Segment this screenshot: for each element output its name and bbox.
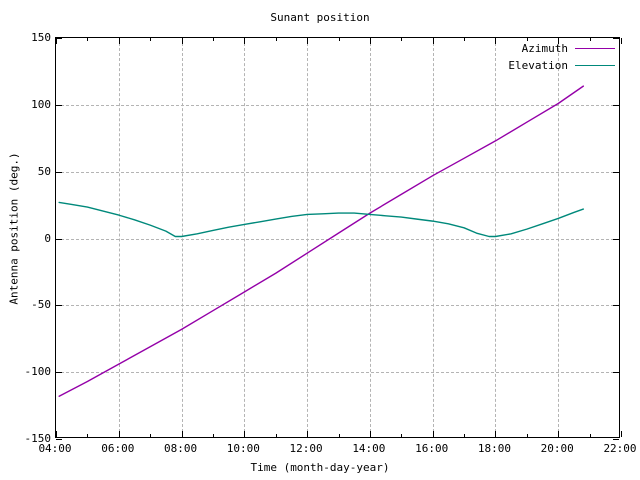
x-tick-mark-top — [558, 38, 560, 44]
gridline-vertical — [432, 38, 434, 437]
x-tick-minor-top — [150, 38, 152, 41]
y-tick-label: 50 — [37, 164, 51, 178]
legend-color-swatch — [575, 64, 615, 66]
x-tick-label: 10:00 — [226, 442, 260, 455]
series-line-elevation — [58, 201, 585, 238]
gridline-horizontal — [56, 171, 619, 173]
x-tick-mark-top — [307, 38, 309, 44]
x-tick-minor — [526, 434, 528, 437]
gridline-vertical — [495, 38, 497, 437]
x-tick-mark-top — [495, 38, 497, 44]
x-tick-label: 20:00 — [540, 442, 574, 455]
x-tick-mark-top — [369, 38, 371, 44]
y-tick-mark-right — [613, 171, 619, 173]
x-tick-mark-top — [118, 38, 120, 44]
chart-legend: Azimuth Elevation — [430, 40, 615, 74]
y-tick-mark — [56, 104, 62, 106]
x-tick-mark — [244, 431, 246, 437]
y-tick-label: -50 — [31, 298, 51, 312]
y-tick-label: 0 — [44, 231, 51, 245]
gridline-vertical — [244, 38, 246, 437]
gridline-horizontal — [56, 372, 619, 374]
gridline-horizontal — [56, 305, 619, 307]
x-tick-mark-top — [56, 38, 57, 44]
y-tick-mark-right — [613, 372, 619, 374]
x-tick-minor-top — [464, 38, 466, 41]
legend-entry-elevation[interactable]: Elevation — [508, 57, 615, 73]
y-tick-mark-right — [613, 38, 619, 39]
x-tick-mark — [495, 431, 497, 437]
x-tick-minor-top — [212, 38, 214, 41]
x-tick-minor-top — [401, 38, 403, 41]
x-tick-mark — [181, 431, 183, 437]
x-tick-mark-top — [432, 38, 434, 44]
y-tick-mark — [56, 439, 62, 440]
x-tick-mark — [558, 431, 560, 437]
y-tick-label: 100 — [31, 97, 51, 111]
y-tick-mark — [56, 372, 62, 374]
x-tick-mark-top — [181, 38, 183, 44]
x-tick-label: 12:00 — [289, 442, 323, 455]
x-tick-label: 16:00 — [415, 442, 449, 455]
y-tick-mark-right — [613, 439, 619, 440]
x-tick-mark — [621, 431, 622, 437]
x-tick-minor-top — [275, 38, 277, 41]
chart-title: Sunant position — [270, 11, 370, 24]
x-tick-label: 18:00 — [477, 442, 511, 455]
gridline-vertical — [118, 38, 120, 437]
x-tick-minor-top — [526, 38, 528, 41]
x-tick-label: 22:00 — [603, 442, 637, 455]
series-line-azimuth — [58, 85, 585, 397]
y-tick-mark-right — [613, 104, 619, 106]
y-tick-mark-right — [613, 238, 619, 240]
x-tick-minor-top — [338, 38, 340, 41]
gridline-horizontal — [56, 104, 619, 106]
legend-label: Elevation — [508, 58, 568, 72]
x-tick-minor — [338, 434, 340, 437]
x-tick-minor — [150, 434, 152, 437]
y-tick-mark — [56, 38, 62, 39]
gridline-vertical — [307, 38, 309, 437]
x-tick-mark — [432, 431, 434, 437]
y-tick-mark-right — [613, 305, 619, 307]
x-tick-label: 08:00 — [163, 442, 198, 455]
x-tick-label: 04:00 — [38, 442, 72, 455]
x-tick-minor — [464, 434, 466, 437]
x-tick-mark — [307, 431, 309, 437]
gridline-vertical — [181, 38, 183, 437]
x-tick-mark — [56, 431, 57, 437]
gridline-horizontal — [56, 238, 619, 240]
y-tick-mark — [56, 305, 62, 307]
x-tick-minor-top — [589, 38, 591, 41]
y-tick-mark — [56, 238, 62, 240]
x-axis-label: Time (month-day-year) — [250, 461, 390, 474]
plot-area — [55, 37, 622, 440]
x-tick-minor — [275, 434, 277, 437]
x-tick-minor — [87, 434, 89, 437]
legend-label: Azimuth — [521, 41, 568, 55]
x-tick-minor — [401, 434, 403, 437]
x-tick-minor — [589, 434, 591, 437]
legend-entry-azimuth[interactable]: Azimuth — [522, 40, 615, 56]
x-tick-mark-top — [244, 38, 246, 44]
gridline-vertical — [558, 38, 560, 437]
x-tick-minor-top — [87, 38, 89, 41]
legend-color-swatch — [575, 47, 615, 49]
x-tick-mark-top — [621, 38, 622, 44]
x-tick-mark — [369, 431, 371, 437]
x-tick-mark — [118, 431, 120, 437]
y-tick-mark — [56, 171, 62, 173]
x-tick-minor — [212, 434, 214, 437]
y-tick-label: -150 — [24, 432, 52, 445]
gridline-vertical — [369, 38, 371, 437]
x-tick-label: 06:00 — [101, 442, 135, 455]
data-series-layer — [58, 85, 585, 397]
y-tick-label: -100 — [24, 365, 52, 379]
y-tick-label: 150 — [31, 31, 51, 44]
x-tick-label: 14:00 — [352, 442, 386, 455]
